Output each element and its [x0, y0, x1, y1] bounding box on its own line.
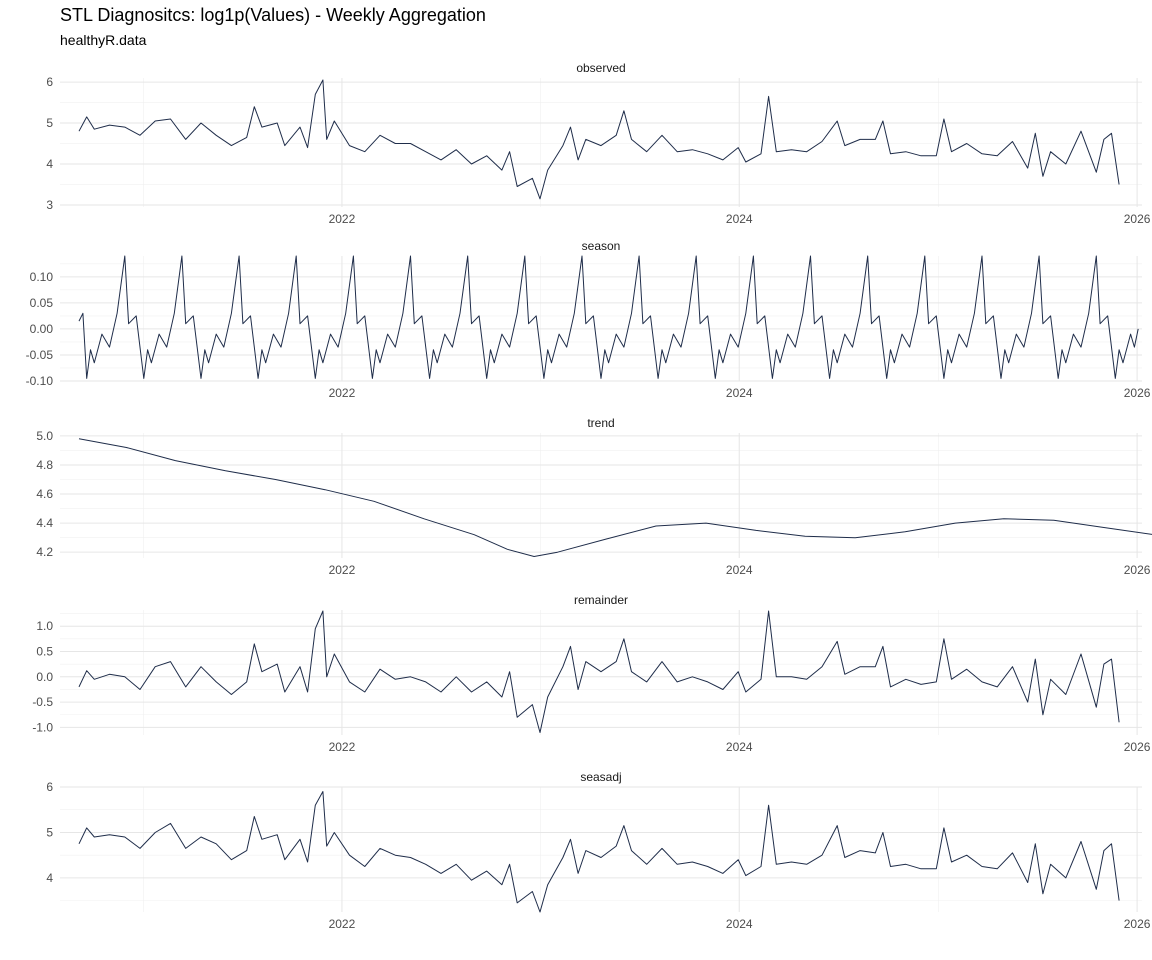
x-tick-label: 2024	[726, 212, 753, 226]
panel-strip-label: trend	[587, 416, 614, 430]
y-tick-label: 5	[46, 116, 53, 130]
y-tick-label: 0.05	[30, 296, 54, 310]
panel-strip-label: seasadj	[580, 770, 621, 784]
x-tick-label: 2026	[1124, 212, 1151, 226]
y-tick-label: 4.2	[36, 545, 53, 559]
panel-strip-label: remainder	[574, 593, 628, 607]
x-tick-label: 2026	[1124, 386, 1151, 400]
panel-strip-label: season	[582, 239, 621, 253]
y-tick-label: -0.10	[26, 374, 54, 388]
series-line-observed	[78, 79, 1120, 200]
x-tick-label: 2022	[329, 386, 356, 400]
y-tick-label: 6	[46, 75, 53, 89]
y-tick-label: 4.4	[36, 516, 53, 530]
y-tick-label: 5.0	[36, 429, 53, 443]
x-tick-label: 2022	[329, 212, 356, 226]
y-tick-label: 4.8	[36, 458, 53, 472]
y-tick-label: -0.5	[32, 695, 53, 709]
x-tick-label: 2022	[329, 563, 356, 577]
chart-subtitle: healthyR.data	[60, 32, 147, 48]
x-tick-label: 2024	[726, 740, 753, 754]
panel-trend: trend 4.2 4.4 4.6 4.8 5.0 2022 2024 2026	[36, 416, 1152, 577]
series-line-trend	[78, 438, 1152, 557]
y-tick-label: 0.5	[36, 644, 53, 658]
y-tick-label: 3	[46, 198, 53, 212]
y-tick-label: 0.10	[30, 270, 54, 284]
x-tick-label: 2026	[1124, 917, 1151, 931]
y-tick-label: 4.6	[36, 487, 53, 501]
y-tick-label: -1.0	[32, 720, 53, 734]
y-tick-label: 0.0	[36, 670, 53, 684]
x-tick-label: 2022	[329, 740, 356, 754]
x-tick-label: 2022	[329, 917, 356, 931]
panel-season: season -0.10 -0.05 0.00 0.05 0.10 2022 2024 2026	[26, 239, 1151, 400]
x-tick-label: 2026	[1124, 740, 1151, 754]
x-tick-label: 2024	[726, 563, 753, 577]
y-tick-label: 4	[46, 157, 53, 171]
y-tick-label: 0.00	[30, 322, 54, 336]
y-tick-label: 4	[46, 871, 53, 885]
series-line-seasadj	[78, 791, 1120, 913]
panel-remainder: remainder -1.0 -0.5 0.0 0.5 1.0 2022 2024 2026	[32, 593, 1150, 754]
y-tick-label: -0.05	[26, 348, 54, 362]
chart-title: STL Diagnositcs: log1p(Values) - Weekly …	[60, 5, 486, 25]
series-line-remainder	[78, 610, 1120, 733]
series-line-season	[78, 255, 1139, 379]
x-tick-label: 2024	[726, 386, 753, 400]
y-tick-label: 1.0	[36, 619, 53, 633]
panel-observed: observed 3 4 5 6 2022 2024 2026	[46, 61, 1150, 226]
y-tick-label: 5	[46, 825, 53, 839]
x-tick-label: 2024	[726, 917, 753, 931]
x-tick-label: 2026	[1124, 563, 1151, 577]
y-tick-label: 6	[46, 780, 53, 794]
panel-strip-label: observed	[576, 61, 625, 75]
panel-seasadj: seasadj 4 5 6 2022 2024 2026	[46, 770, 1150, 931]
